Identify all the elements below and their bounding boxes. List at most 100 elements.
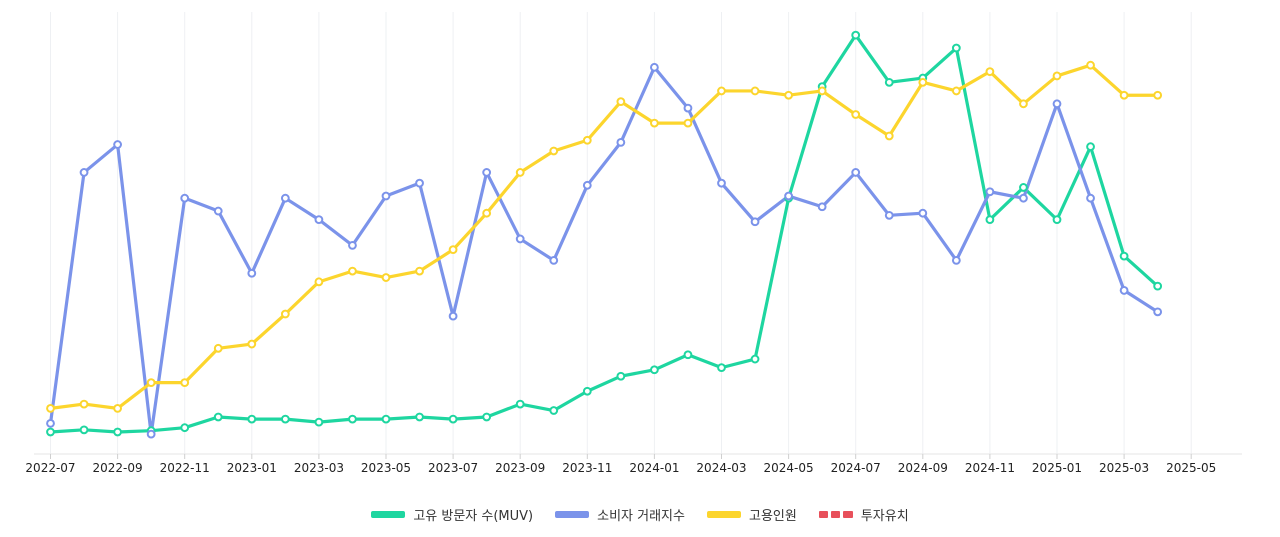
data-point-series-1[interactable] [515,234,525,244]
data-point-series-2[interactable] [951,86,961,96]
data-point-series-1[interactable] [1052,99,1062,109]
data-point-series-1[interactable] [280,193,290,203]
data-point-series-1[interactable] [918,208,928,218]
data-point-series-2[interactable] [415,266,424,276]
data-point-series-1[interactable] [717,178,726,188]
data-point-series-1[interactable] [549,255,559,265]
data-point-series-0[interactable] [951,43,961,53]
data-point-series-0[interactable] [415,412,424,422]
data-point-series-2[interactable] [1153,90,1163,100]
data-point-series-0[interactable] [280,414,290,424]
data-point-series-0[interactable] [1019,183,1028,192]
data-point-series-2[interactable] [817,86,827,96]
data-point-series-2[interactable] [750,86,760,96]
legend-item-1[interactable]: 소비자 거래지수 [555,505,685,524]
data-point-series-2[interactable] [717,86,726,96]
data-point-series-2[interactable] [582,135,592,145]
data-point-series-2[interactable] [918,77,928,87]
data-point-series-0[interactable] [650,365,659,375]
data-point-series-0[interactable] [482,412,492,422]
data-point-series-2[interactable] [1052,71,1062,81]
data-point-series-1[interactable] [1119,286,1129,295]
data-point-series-0[interactable] [851,30,861,40]
data-point-series-2[interactable] [1019,99,1028,109]
data-point-series-1[interactable] [784,191,793,201]
legend-item-3[interactable]: 투자유치 [818,505,909,524]
legend-item-0[interactable]: 고유 방문자 수(MUV) [371,505,533,524]
data-point-series-1[interactable] [817,202,827,212]
data-point-series-0[interactable] [985,215,995,225]
data-point-series-1[interactable] [314,215,324,225]
data-point-series-0[interactable] [113,427,122,437]
data-point-series-2[interactable] [884,131,894,141]
data-point-series-1[interactable] [683,103,693,113]
data-point-series-2[interactable] [146,378,156,388]
data-point-series-1[interactable] [851,168,861,177]
data-point-series-2[interactable] [650,118,659,128]
data-point-series-2[interactable] [683,118,693,128]
data-point-series-1[interactable] [985,187,995,197]
data-point-series-2[interactable] [314,277,324,287]
data-point-series-1[interactable] [213,206,223,216]
data-point-series-0[interactable] [582,386,592,396]
data-point-series-0[interactable] [448,414,458,424]
data-point-series-2[interactable] [616,97,626,107]
data-point-series-2[interactable] [985,67,995,77]
data-point-series-2[interactable] [784,90,793,100]
data-point-series-0[interactable] [1119,251,1129,261]
data-point-series-2[interactable] [247,339,257,349]
data-point-series-1[interactable] [46,419,55,428]
data-point-series-2[interactable] [448,245,458,255]
data-point-series-2[interactable] [280,309,290,319]
data-point-series-2[interactable] [113,403,122,413]
data-point-series-0[interactable] [46,427,55,437]
data-point-series-2[interactable] [348,266,357,276]
data-point-series-0[interactable] [616,371,626,381]
data-point-series-1[interactable] [1019,193,1028,203]
data-point-series-0[interactable] [884,77,894,87]
data-point-series-1[interactable] [650,62,659,72]
data-point-series-1[interactable] [180,193,190,203]
data-point-series-0[interactable] [515,399,525,409]
data-point-series-0[interactable] [247,414,257,424]
data-point-series-2[interactable] [79,399,89,409]
data-point-series-1[interactable] [381,191,391,201]
data-point-series-1[interactable] [247,268,257,278]
data-point-series-2[interactable] [1086,60,1095,70]
data-point-series-2[interactable] [851,110,861,119]
data-point-series-1[interactable] [448,311,458,321]
data-point-series-1[interactable] [616,138,626,147]
data-point-series-2[interactable] [180,378,190,388]
data-point-series-2[interactable] [482,208,492,218]
data-point-series-2[interactable] [381,273,391,282]
legend-item-2[interactable]: 고용인원 [706,505,797,524]
data-point-series-0[interactable] [348,414,357,424]
data-point-series-1[interactable] [146,429,156,439]
data-point-series-1[interactable] [482,168,492,177]
data-point-series-1[interactable] [79,168,89,177]
data-point-series-0[interactable] [549,406,559,415]
data-point-series-2[interactable] [515,168,525,177]
data-point-series-1[interactable] [582,180,592,190]
data-point-series-1[interactable] [415,178,424,188]
data-point-series-1[interactable] [113,140,122,149]
data-point-series-1[interactable] [951,255,961,265]
data-point-series-2[interactable] [1119,90,1129,100]
data-point-series-0[interactable] [180,423,190,433]
data-point-series-0[interactable] [213,412,223,422]
data-point-series-0[interactable] [79,425,89,435]
data-point-series-1[interactable] [348,240,357,250]
data-point-series-2[interactable] [46,403,55,413]
data-point-series-1[interactable] [884,210,894,220]
data-point-series-0[interactable] [381,414,391,424]
data-point-series-2[interactable] [213,343,223,353]
data-point-series-2[interactable] [549,146,559,156]
data-point-series-0[interactable] [314,417,324,427]
data-point-series-0[interactable] [717,363,726,373]
data-point-series-0[interactable] [1153,281,1163,291]
data-point-series-1[interactable] [1086,193,1095,203]
data-point-series-0[interactable] [1052,215,1062,225]
data-point-series-0[interactable] [683,350,693,360]
data-point-series-0[interactable] [750,354,760,364]
data-point-series-1[interactable] [1153,307,1163,317]
